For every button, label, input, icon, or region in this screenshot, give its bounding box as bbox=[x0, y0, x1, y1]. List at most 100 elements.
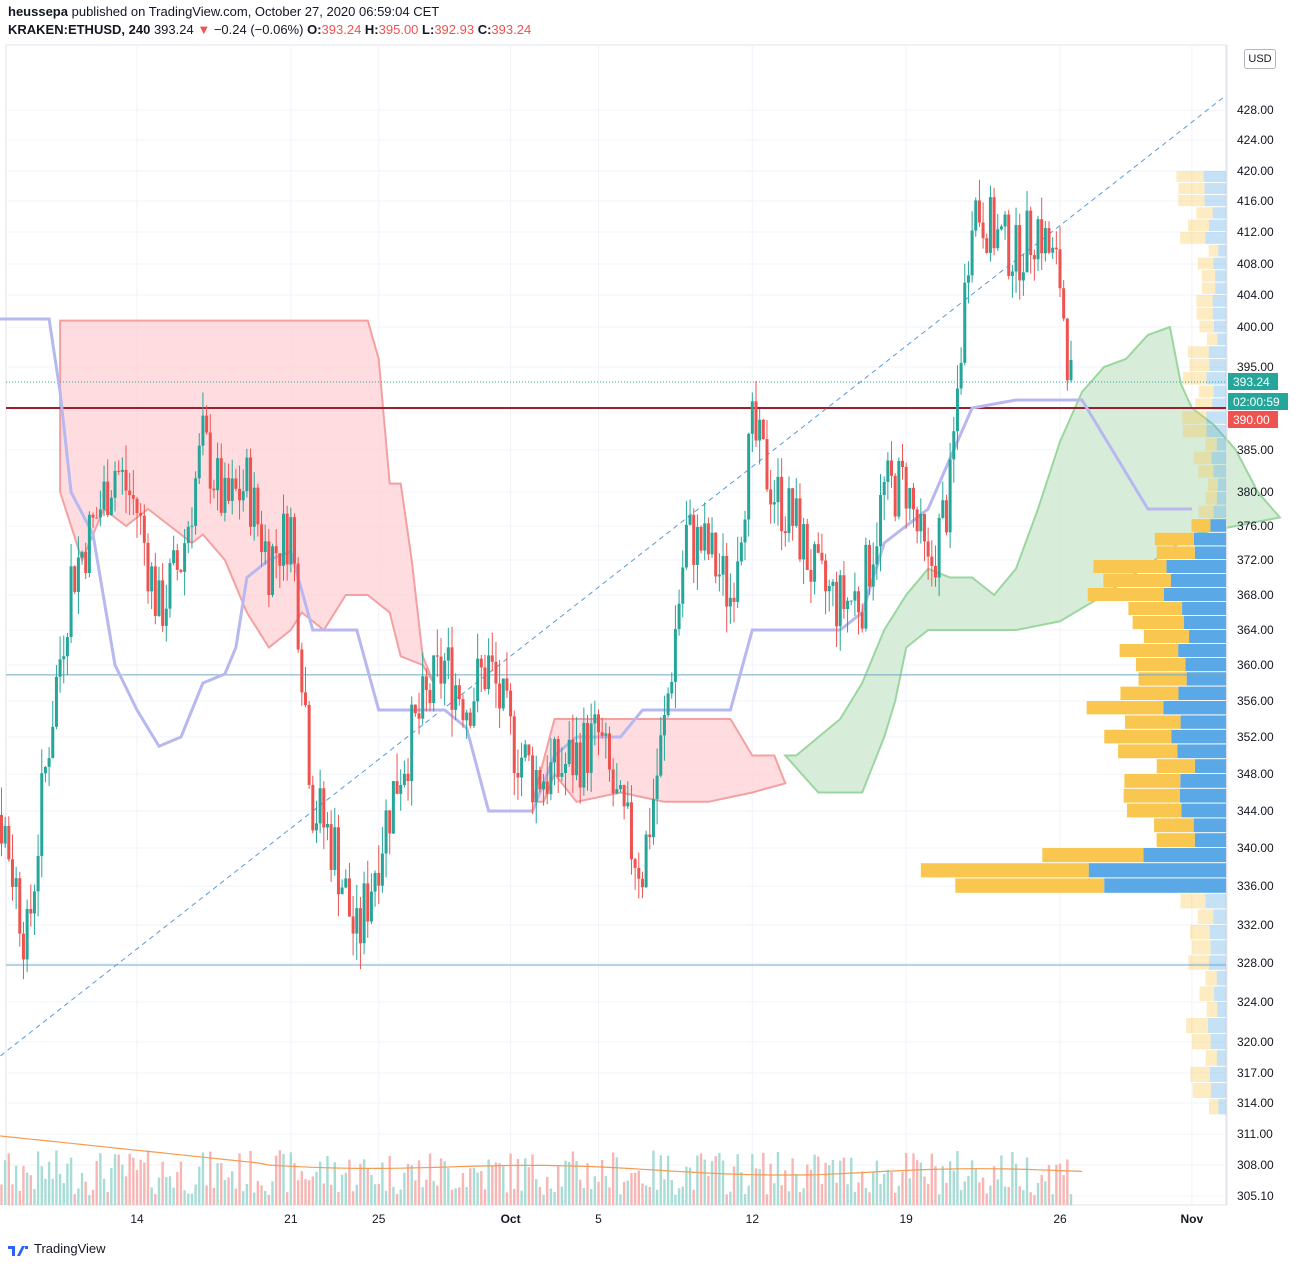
volume-bar bbox=[447, 1168, 450, 1205]
currency-button[interactable]: USD bbox=[1244, 49, 1276, 69]
candle-body bbox=[952, 431, 956, 460]
vp-buy-bar bbox=[1212, 398, 1226, 411]
volume-bar bbox=[370, 1174, 373, 1205]
volume-bar bbox=[344, 1172, 347, 1205]
time-tick-label: 19 bbox=[899, 1212, 913, 1226]
volume-bar bbox=[143, 1162, 146, 1205]
volume-bar bbox=[223, 1179, 227, 1205]
vp-buy-bar bbox=[1181, 803, 1226, 818]
candle-body bbox=[626, 802, 630, 807]
volume-bar bbox=[172, 1187, 175, 1205]
volume-bar bbox=[666, 1155, 670, 1205]
volume-bar bbox=[912, 1153, 915, 1205]
candle-body bbox=[0, 814, 3, 844]
candle-body bbox=[662, 715, 666, 736]
candle-body bbox=[714, 532, 718, 577]
candle-body bbox=[681, 567, 685, 604]
volume-bar bbox=[934, 1166, 937, 1205]
vp-buy-bar bbox=[1213, 465, 1226, 478]
volume-bar bbox=[311, 1176, 315, 1205]
candle-body bbox=[113, 470, 117, 498]
volume-bar bbox=[926, 1183, 930, 1205]
vp-buy-bar bbox=[1209, 925, 1226, 940]
change-arrow-icon: ▼ bbox=[197, 22, 211, 37]
vp-buy-bar bbox=[1216, 492, 1226, 505]
candle-body bbox=[721, 556, 725, 575]
candle-body bbox=[333, 827, 337, 870]
candle-body bbox=[699, 526, 703, 551]
candle-body bbox=[908, 487, 912, 509]
candle-body bbox=[296, 563, 300, 650]
candle-body bbox=[219, 458, 223, 513]
volume-bar bbox=[436, 1185, 439, 1205]
candle-body bbox=[758, 419, 762, 441]
candle-body bbox=[1040, 219, 1044, 254]
vp-sell-bar bbox=[1126, 803, 1182, 818]
candle-body bbox=[820, 552, 824, 561]
volume-bar bbox=[212, 1187, 216, 1205]
volume-bar bbox=[813, 1154, 816, 1205]
volume-bar bbox=[725, 1194, 728, 1205]
volume-bar bbox=[729, 1191, 732, 1205]
candle-body bbox=[29, 908, 33, 914]
volume-bar bbox=[535, 1179, 538, 1205]
volume-bar bbox=[58, 1173, 62, 1205]
price-tick-label: 416.00 bbox=[1237, 194, 1274, 208]
candle-body bbox=[673, 629, 677, 682]
candle-body bbox=[633, 859, 637, 868]
volume-bar bbox=[707, 1175, 710, 1205]
horizontal-lines bbox=[6, 381, 1226, 966]
candle-body bbox=[43, 766, 47, 774]
volume-bar bbox=[524, 1158, 527, 1205]
symbol-line: KRAKEN:ETHUSD, 240 393.24 ▼ −0.24 (−0.06… bbox=[8, 22, 531, 37]
vp-buy-bar bbox=[1182, 602, 1226, 615]
volume-bar bbox=[403, 1172, 406, 1205]
volume-bar bbox=[458, 1187, 461, 1205]
candle-body bbox=[135, 498, 139, 514]
candle-body bbox=[271, 546, 275, 595]
candle-body bbox=[882, 481, 886, 496]
volume-bar bbox=[417, 1160, 421, 1205]
volume-bar bbox=[395, 1193, 399, 1205]
footer-brand[interactable]: TradingView bbox=[8, 1241, 106, 1256]
volume-bar bbox=[271, 1181, 274, 1205]
vp-sell-bar bbox=[1156, 833, 1195, 847]
publisher-name[interactable]: heussepa bbox=[8, 4, 68, 19]
vp-sell-bar bbox=[1188, 955, 1210, 970]
candle-body bbox=[197, 445, 201, 479]
candle-body bbox=[1062, 288, 1066, 319]
volume-bar bbox=[531, 1154, 534, 1205]
vp-sell-bar bbox=[1190, 1066, 1211, 1082]
candle-body bbox=[955, 388, 959, 432]
vp-buy-bar bbox=[1217, 478, 1226, 491]
vp-buy-bar bbox=[1206, 424, 1226, 438]
brand-name: TradingView bbox=[34, 1241, 106, 1256]
vp-buy-bar bbox=[1218, 1099, 1226, 1115]
volume-bar bbox=[611, 1152, 615, 1205]
volume-bar bbox=[443, 1161, 446, 1205]
volume-bar bbox=[117, 1154, 120, 1205]
candle-body bbox=[175, 550, 179, 570]
vp-buy-bar bbox=[1213, 385, 1226, 398]
candle-body bbox=[805, 524, 809, 570]
volume-bar bbox=[773, 1183, 776, 1205]
volume-bar bbox=[69, 1157, 73, 1205]
close-value: 393.24 bbox=[491, 22, 532, 37]
volume-bar bbox=[256, 1181, 260, 1205]
volume-bar bbox=[769, 1163, 772, 1205]
vp-buy-bar bbox=[1180, 715, 1226, 729]
candle-body bbox=[933, 565, 937, 578]
price-tick-label: 385.00 bbox=[1237, 443, 1274, 457]
price-tick-label: 424.00 bbox=[1237, 133, 1274, 147]
candle-body bbox=[131, 494, 135, 499]
volume-bar bbox=[787, 1191, 791, 1205]
volume-bar bbox=[681, 1186, 684, 1205]
volume-bar bbox=[835, 1182, 838, 1205]
candle-body bbox=[523, 744, 527, 758]
candle-body bbox=[659, 735, 663, 776]
candle-body bbox=[351, 916, 355, 934]
price-tick-label: 320.00 bbox=[1237, 1035, 1274, 1049]
volume-bar bbox=[304, 1179, 307, 1205]
volume-bar bbox=[857, 1182, 860, 1205]
